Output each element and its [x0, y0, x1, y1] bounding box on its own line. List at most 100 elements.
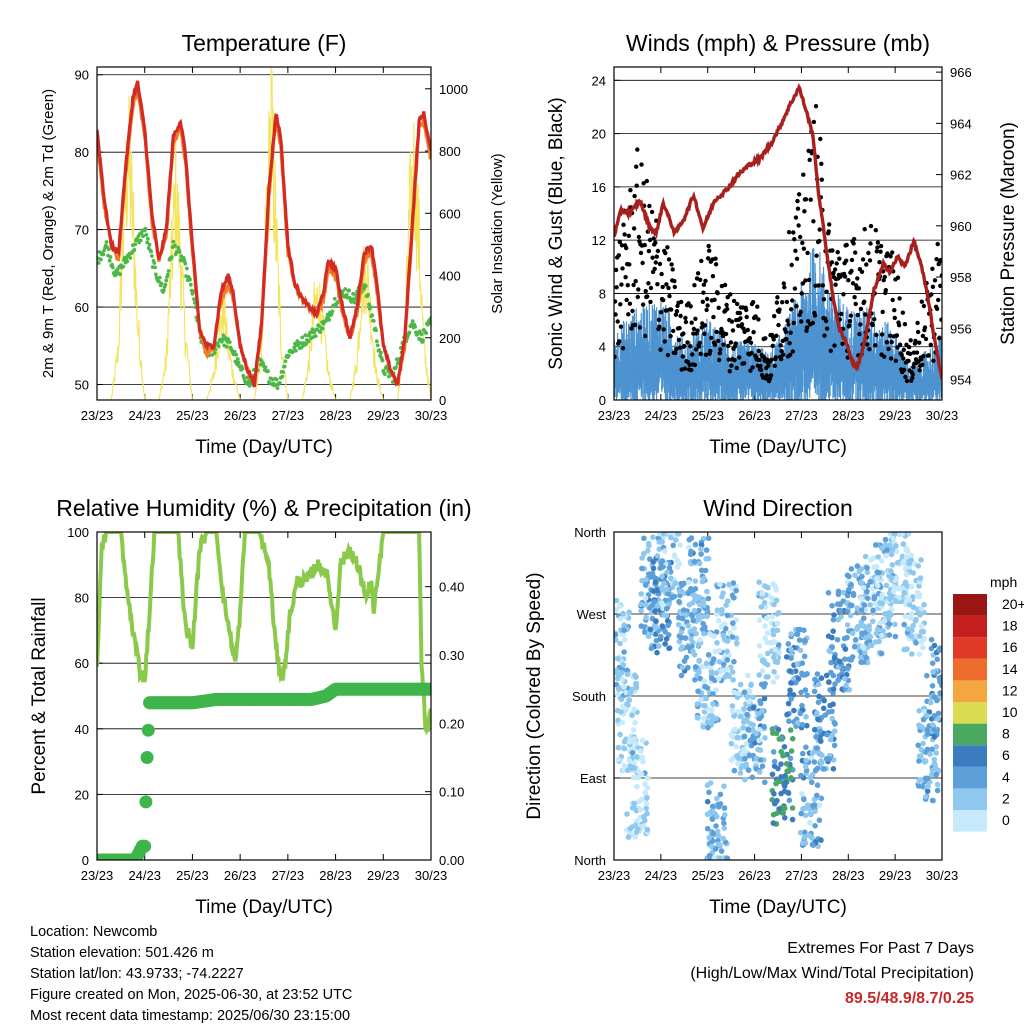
- point-direction: [714, 828, 721, 835]
- point-gust: [711, 314, 716, 320]
- point-direction: [641, 535, 647, 542]
- y-tick-label: 60: [75, 300, 89, 315]
- point-dewpoint: [171, 239, 176, 244]
- point-direction: [639, 555, 645, 561]
- point-direction: [649, 570, 656, 577]
- point-direction: [713, 670, 720, 676]
- point-dewpoint: [327, 318, 332, 322]
- point-gust: [824, 289, 829, 294]
- point-gust: [863, 312, 868, 317]
- point-gust: [771, 337, 776, 342]
- point-gust: [635, 147, 640, 152]
- point-gust: [780, 300, 785, 305]
- point-direction: [915, 783, 922, 789]
- point-direction: [831, 612, 837, 618]
- point-dewpoint: [111, 265, 115, 270]
- point-direction: [830, 628, 836, 634]
- point-direction: [835, 677, 842, 683]
- point-direction: [696, 601, 703, 608]
- point-gust: [726, 357, 731, 362]
- point-direction: [872, 542, 879, 548]
- point-direction: [802, 687, 809, 693]
- point-gust: [638, 250, 644, 256]
- point-direction: [785, 700, 792, 707]
- point-direction: [935, 715, 941, 722]
- point-direction: [692, 541, 699, 548]
- point-dewpoint: [320, 326, 325, 331]
- point-dewpoint: [421, 338, 425, 343]
- point-direction: [630, 727, 637, 733]
- point-gust: [874, 249, 879, 254]
- point-direction: [874, 582, 881, 589]
- point-direction: [934, 781, 941, 788]
- point-dewpoint: [99, 257, 103, 262]
- point-direction: [659, 573, 665, 580]
- point-gust: [628, 188, 633, 193]
- point-gust: [680, 354, 685, 359]
- y-axis-label-right: Solar Insolation (Yellow): [489, 153, 506, 313]
- point-dewpoint: [108, 255, 113, 259]
- point-gust: [758, 363, 763, 369]
- point-direction: [780, 810, 786, 816]
- point-gust: [915, 329, 921, 335]
- point-gust: [816, 283, 821, 288]
- point-direction: [639, 796, 645, 803]
- y-tick-label-right: 0.00: [439, 853, 464, 868]
- point-direction: [702, 683, 709, 690]
- point-direction: [814, 745, 820, 751]
- point-dewpoint: [177, 250, 182, 254]
- point-gust: [882, 354, 887, 359]
- point-direction: [690, 648, 696, 654]
- point-direction: [827, 736, 834, 743]
- x-tick-label: 25/23: [691, 868, 724, 883]
- legend-swatch: [953, 810, 987, 832]
- legend-label: 0: [1002, 812, 1010, 828]
- point-direction: [862, 553, 869, 560]
- point-direction: [731, 625, 737, 631]
- point-direction: [733, 587, 739, 594]
- point-gust: [868, 241, 873, 246]
- point-direction: [720, 835, 727, 842]
- point-dewpoint: [234, 352, 239, 357]
- point-gust: [791, 230, 796, 235]
- legend-label: 16: [1002, 639, 1018, 655]
- point-direction: [830, 766, 837, 772]
- y-tick-label: 24: [592, 73, 606, 88]
- point-direction: [796, 637, 803, 643]
- point-gust: [737, 355, 742, 360]
- point-direction: [788, 680, 794, 686]
- point-dewpoint: [370, 313, 375, 318]
- point-direction: [863, 607, 869, 613]
- point-direction: [656, 643, 662, 649]
- point-direction: [873, 630, 880, 637]
- point-dewpoint: [368, 305, 373, 309]
- info-recent: Most recent data timestamp: 2025/06/30 2…: [30, 1008, 351, 1024]
- point-dewpoint: [332, 296, 337, 301]
- point-direction: [918, 639, 925, 645]
- point-direction: [771, 669, 777, 675]
- point-direction: [642, 781, 648, 787]
- point-gust: [807, 157, 812, 163]
- point-gust: [667, 293, 672, 299]
- point-direction: [851, 644, 858, 650]
- point-direction: [812, 808, 818, 815]
- point-direction: [924, 788, 931, 794]
- point-dewpoint: [153, 265, 158, 270]
- point-direction: [659, 558, 666, 564]
- point-direction: [773, 780, 779, 787]
- x-tick-label: 30/23: [415, 868, 448, 883]
- point-dewpoint: [216, 344, 221, 349]
- point-direction: [917, 575, 924, 581]
- point-direction: [675, 621, 682, 628]
- point-direction: [688, 586, 694, 592]
- point-direction: [686, 544, 692, 551]
- point-gust: [739, 322, 745, 327]
- point-direction: [860, 644, 866, 650]
- y-tick-label: North: [574, 525, 606, 540]
- point-direction: [724, 672, 730, 679]
- point-gust: [653, 260, 658, 265]
- point-gust: [798, 309, 803, 315]
- plot-area: [97, 67, 431, 400]
- point-direction: [889, 546, 896, 553]
- point-direction: [617, 731, 623, 738]
